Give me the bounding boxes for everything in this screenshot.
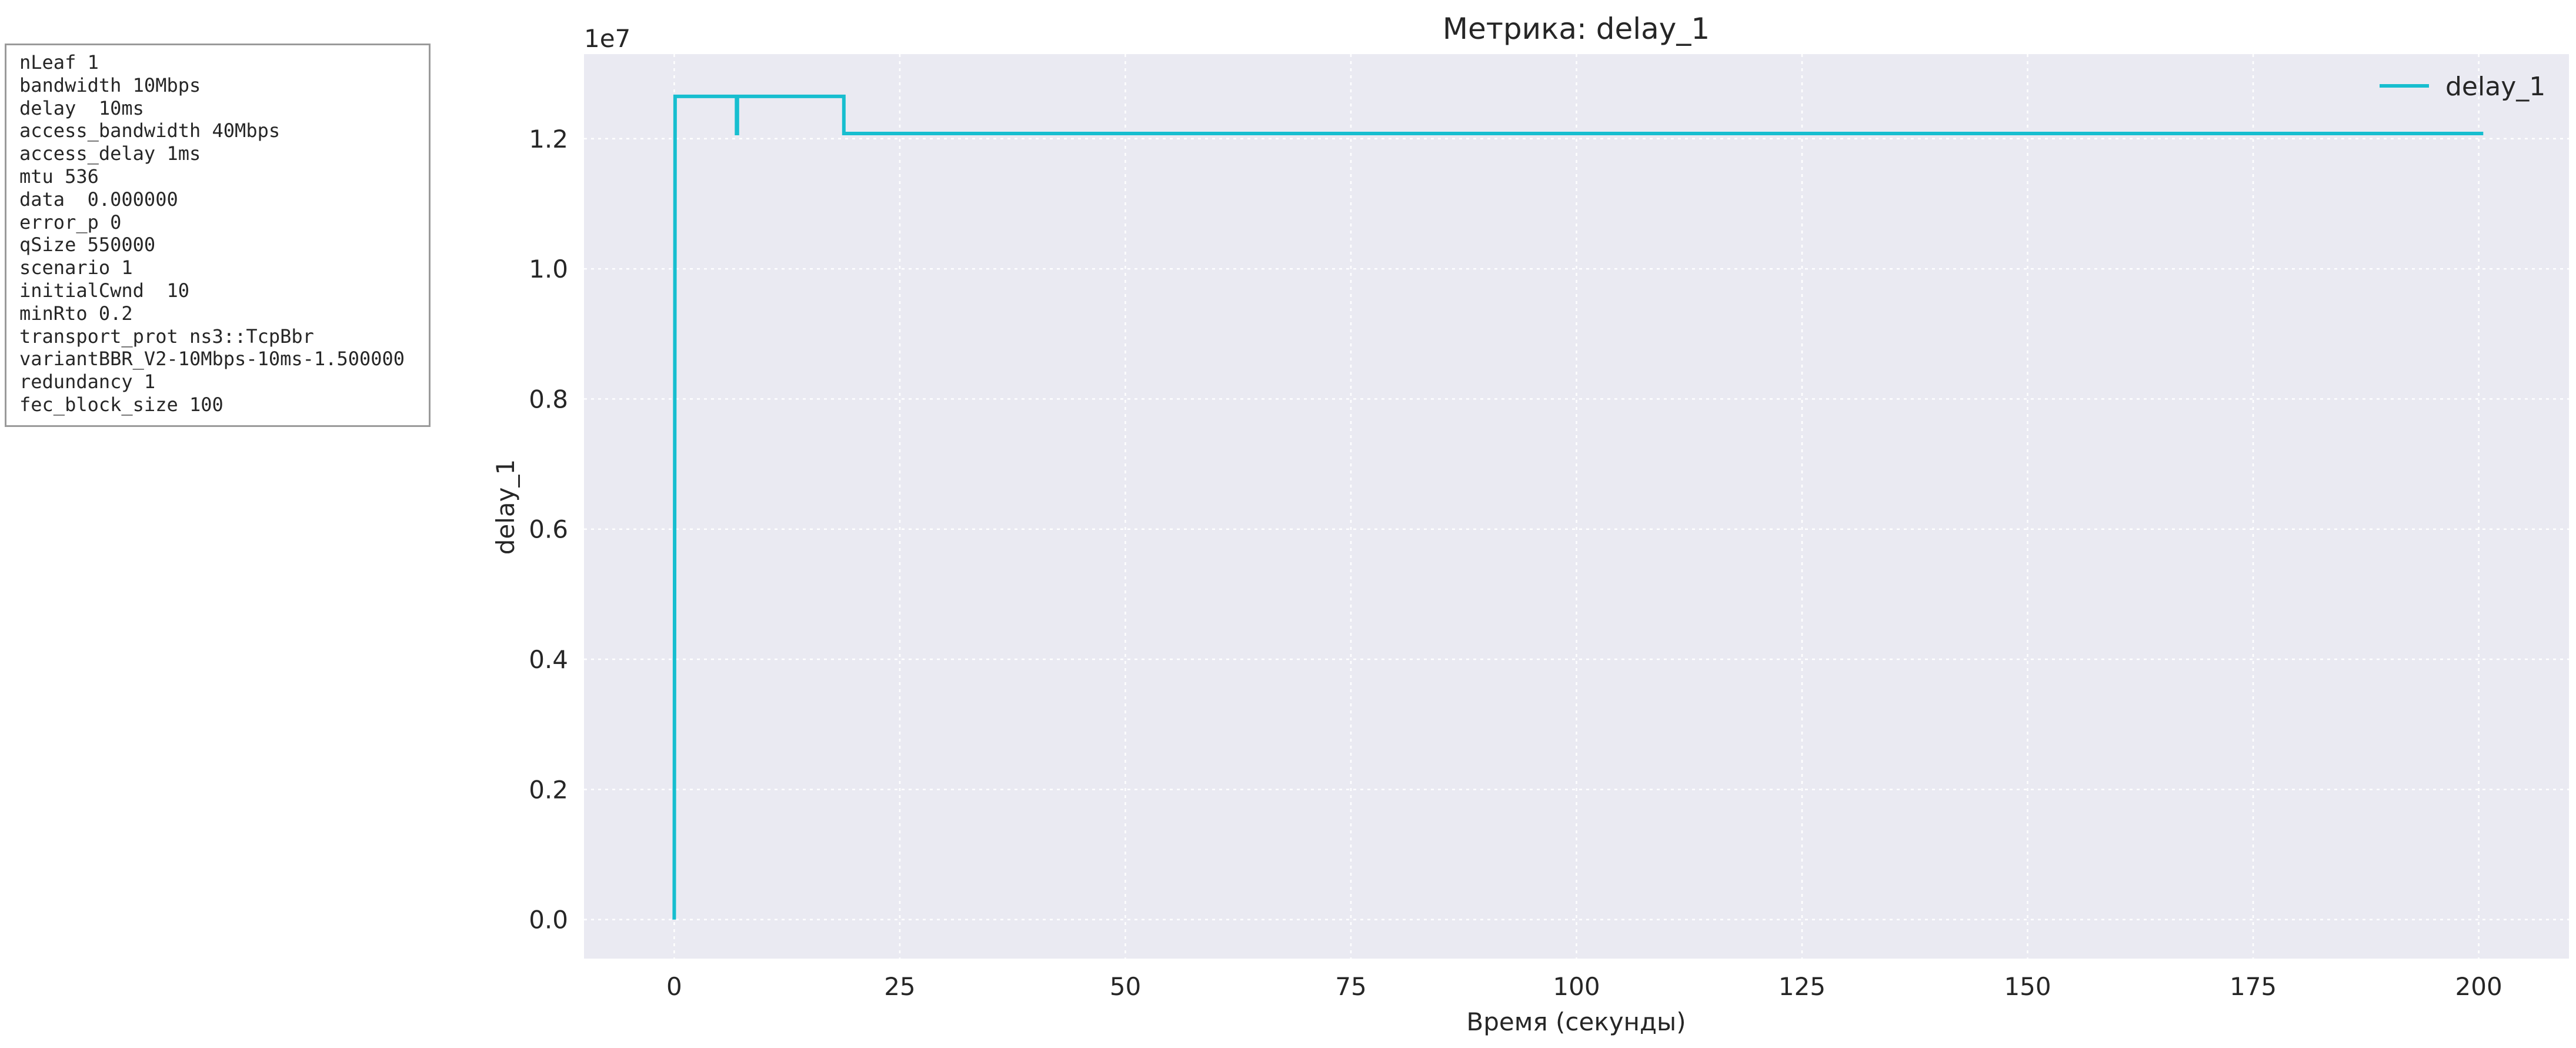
x-tick-label: 0 bbox=[666, 972, 682, 1001]
parameters-list: nLeaf 1 bandwidth 10Mbps delay 10ms access_… bbox=[6, 45, 429, 416]
y-axis-offset-text: 1e7 bbox=[584, 24, 630, 53]
x-tick-label: 125 bbox=[1778, 972, 1826, 1001]
parameter-line: nLeaf 1 bbox=[19, 51, 99, 74]
x-tick-label: 50 bbox=[1110, 972, 1141, 1001]
x-axis-ticks: 0 25 50 75 100 125 150 175 200 bbox=[666, 972, 2502, 1001]
y-tick-label: 1.0 bbox=[529, 255, 568, 283]
x-tick-label: 100 bbox=[1553, 972, 1600, 1001]
series-layer bbox=[672, 94, 2484, 920]
parameter-line: mtu 536 bbox=[19, 165, 99, 188]
y-tick-label: 0.2 bbox=[529, 775, 568, 804]
parameter-line: redundancy 1 bbox=[19, 371, 156, 393]
chart-title: Метрика: delay_1 bbox=[1443, 12, 1710, 46]
legend-label-delay-1: delay_1 bbox=[2445, 72, 2545, 102]
x-tick-label: 25 bbox=[884, 972, 915, 1001]
x-tick-label: 150 bbox=[2004, 972, 2051, 1001]
x-tick-label: 75 bbox=[1335, 972, 1366, 1001]
y-tick-label: 0.0 bbox=[529, 906, 568, 934]
parameter-line: access_delay 1ms bbox=[19, 142, 201, 165]
parameters-box: nLeaf 1 bandwidth 10Mbps delay 10ms access_… bbox=[5, 44, 431, 427]
y-tick-label: 0.4 bbox=[529, 645, 568, 674]
x-axis-label: Время (секунды) bbox=[1466, 1007, 1686, 1036]
parameter-line: bandwidth 10Mbps bbox=[19, 74, 201, 96]
parameter-line: data 0.000000 bbox=[19, 188, 178, 211]
parameter-line: transport_prot ns3::TcpBbr bbox=[19, 325, 314, 348]
parameter-line: scenario 1 bbox=[19, 256, 133, 279]
y-tick-label: 0.8 bbox=[529, 385, 568, 413]
parameter-line: access_bandwidth 40Mbps bbox=[19, 119, 281, 142]
y-axis-ticks: 0.0 0.2 0.4 0.6 0.8 1.0 1.2 bbox=[529, 125, 568, 934]
x-tick-label: 200 bbox=[2455, 972, 2502, 1001]
series-line-delay-1 bbox=[672, 94, 2484, 920]
parameter-line: qSize 550000 bbox=[19, 233, 156, 256]
x-tick-label: 175 bbox=[2230, 972, 2277, 1001]
y-axis-label: delay_1 bbox=[491, 459, 520, 555]
parameter-line: variantBBR_V2-10Mbps-10ms-1.500000 bbox=[19, 348, 405, 371]
y-tick-label: 0.6 bbox=[529, 515, 568, 544]
parameter-line: initialCwnd 10 bbox=[19, 279, 189, 302]
parameter-line: error_p 0 bbox=[19, 211, 122, 233]
y-tick-label: 1.2 bbox=[529, 125, 568, 153]
parameter-line: minRto 0.2 bbox=[19, 302, 133, 325]
legend: delay_1 bbox=[2380, 72, 2545, 102]
parameter-line: fec_block_size 100 bbox=[19, 393, 223, 416]
parameter-line: delay 10ms bbox=[19, 96, 144, 119]
